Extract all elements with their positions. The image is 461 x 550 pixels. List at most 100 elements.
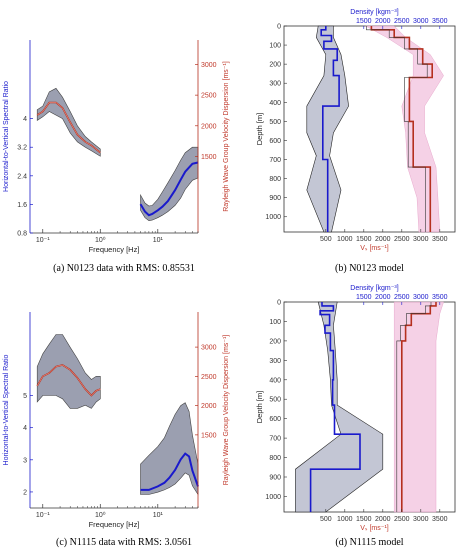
caption: (a) N0123 data with RMS: 0.85531 bbox=[53, 263, 195, 274]
vs-tick-label: 2000 bbox=[375, 516, 391, 523]
density-tick-label: 1500 bbox=[356, 18, 372, 25]
left-tick-label: 4 bbox=[23, 116, 27, 123]
x-tick-label: 10¹ bbox=[153, 237, 164, 244]
depth-tick-label: 1000 bbox=[265, 494, 281, 501]
hvsr-mean-highlight bbox=[37, 102, 101, 153]
density-profile-outline bbox=[366, 26, 428, 232]
depth-tick-label: 800 bbox=[269, 176, 281, 183]
depth-tick-label: 100 bbox=[269, 319, 281, 326]
left-tick-label: 0.8 bbox=[17, 231, 27, 238]
depth-tick-label: 600 bbox=[269, 138, 281, 145]
density-tick-label: 3000 bbox=[413, 18, 429, 25]
vs-tick-label: 1500 bbox=[356, 516, 372, 523]
density-band bbox=[394, 301, 444, 513]
depth-tick-label: 700 bbox=[269, 157, 281, 164]
vs-tick-label: 1000 bbox=[337, 236, 353, 243]
panel-a: 10⁻¹ 10⁰ 10¹ Frequency [Hz] 0.8 1.6 2.4 3.2 4 Hor… bbox=[3, 40, 230, 274]
depth-tick-label: 500 bbox=[269, 397, 281, 404]
depth-tick-label: 0 bbox=[277, 24, 281, 31]
density-tick-label: 3000 bbox=[413, 294, 429, 301]
vs-tick-label: 3000 bbox=[413, 236, 429, 243]
depth-tick-label: 400 bbox=[269, 377, 281, 384]
caption: (c) N1115 data with RMS: 3.0561 bbox=[56, 537, 192, 548]
depth-tick-label: 200 bbox=[269, 338, 281, 345]
depth-tick-label: 400 bbox=[269, 100, 281, 107]
depth-tick-label: 900 bbox=[269, 475, 281, 482]
vs-band bbox=[306, 25, 349, 233]
x-tick-label: 10⁻¹ bbox=[36, 512, 50, 519]
right-tick-label: 1500 bbox=[201, 432, 217, 439]
depth-tick-label: 900 bbox=[269, 195, 281, 202]
vs-profile-line bbox=[309, 302, 361, 512]
right-tick-label: 2500 bbox=[201, 374, 217, 381]
vs-tick-label: 3000 bbox=[413, 516, 429, 523]
density-tick-label: 2000 bbox=[375, 294, 391, 301]
depth-tick-label: 0 bbox=[277, 300, 281, 307]
x-tick-label: 10⁰ bbox=[95, 511, 106, 519]
vs-axis-label: Vₛ [ms⁻¹] bbox=[360, 525, 389, 532]
depth-axis-label: Depth [m] bbox=[255, 391, 264, 424]
depth-tick-label: 100 bbox=[269, 43, 281, 50]
density-tick-label: 3500 bbox=[432, 294, 448, 301]
depth-axis-label: Depth [m] bbox=[255, 113, 264, 146]
right-axis-label: Rayleigh Wave Group Velocity Dispersion … bbox=[223, 61, 230, 212]
density-tick-label: 1500 bbox=[356, 294, 372, 301]
hvsr-mean-highlight bbox=[36, 364, 101, 396]
left-tick-label: 3 bbox=[23, 457, 27, 464]
left-tick-label: 5 bbox=[23, 393, 27, 400]
left-tick-label: 3.2 bbox=[17, 145, 27, 152]
left-tick-label: 4 bbox=[23, 425, 27, 432]
panel-d: 0 100 200 300 400 500 600 700 800 900 1000 Depth [m… bbox=[255, 285, 456, 548]
caption: (d) N1115 model bbox=[335, 537, 403, 548]
hvsr-band bbox=[36, 87, 101, 157]
right-tick-label: 3000 bbox=[201, 62, 217, 69]
vs-tick-label: 1000 bbox=[337, 516, 353, 523]
vs-axis-label: Vₛ [ms⁻¹] bbox=[360, 245, 389, 252]
x-axis-label: Frequency [Hz] bbox=[89, 245, 140, 254]
dispersion-band bbox=[140, 146, 199, 222]
depth-tick-label: 300 bbox=[269, 81, 281, 88]
panel-b: 0 100 200 300 400 500 600 700 800 900 1000 Depth [m… bbox=[255, 9, 456, 274]
left-tick-label: 2 bbox=[23, 489, 27, 496]
x-axis-label: Frequency [Hz] bbox=[89, 520, 140, 529]
density-profile-outline bbox=[396, 302, 432, 512]
dispersion-mean-line bbox=[139, 161, 199, 217]
depth-tick-label: 200 bbox=[269, 62, 281, 69]
depth-tick-label: 600 bbox=[269, 416, 281, 423]
x-tick-label: 10⁰ bbox=[95, 236, 106, 244]
x-tick-label: 10⁻¹ bbox=[36, 237, 50, 244]
right-tick-label: 3000 bbox=[201, 345, 217, 352]
dispersion-band bbox=[140, 402, 199, 496]
density-axis-label: Density [kgm⁻³] bbox=[350, 9, 398, 16]
left-tick-label: 1.6 bbox=[17, 202, 27, 209]
depth-tick-label: 800 bbox=[269, 455, 281, 462]
vs-tick-label: 2500 bbox=[394, 236, 410, 243]
density-tick-label: 3500 bbox=[432, 18, 448, 25]
vs-tick-label: 2500 bbox=[394, 516, 410, 523]
right-tick-label: 2500 bbox=[201, 93, 217, 100]
density-tick-label: 2500 bbox=[394, 18, 410, 25]
right-tick-label: 2000 bbox=[201, 403, 217, 410]
vs-tick-label: 1500 bbox=[356, 236, 372, 243]
density-tick-label: 2500 bbox=[394, 294, 410, 301]
vs-tick-label: 3500 bbox=[432, 516, 448, 523]
density-tick-label: 2000 bbox=[375, 18, 391, 25]
vs-tick-label: 500 bbox=[320, 236, 332, 243]
panel-c: 10⁻¹ 10⁰ 10¹ Frequency [Hz] 2 3 4 5 Horizontal-t… bbox=[3, 312, 230, 548]
left-tick-label: 2.4 bbox=[17, 173, 27, 180]
caption: (b) N0123 model bbox=[335, 263, 404, 274]
x-tick-label: 10¹ bbox=[153, 512, 164, 519]
dispersion-mean-line bbox=[140, 452, 199, 491]
depth-tick-label: 500 bbox=[269, 119, 281, 126]
density-axis-label: Density [kgm⁻³] bbox=[350, 285, 398, 292]
left-axis-label: Horizontal-to-Vertical Spectral Ratio bbox=[3, 81, 10, 192]
depth-tick-label: 1000 bbox=[265, 214, 281, 221]
vs-tick-label: 3500 bbox=[432, 236, 448, 243]
vs-band bbox=[295, 301, 384, 513]
depth-tick-label: 700 bbox=[269, 436, 281, 443]
right-tick-label: 1500 bbox=[201, 154, 217, 161]
depth-tick-label: 300 bbox=[269, 358, 281, 365]
right-tick-label: 2000 bbox=[201, 123, 217, 130]
density-profile-line bbox=[400, 302, 437, 512]
